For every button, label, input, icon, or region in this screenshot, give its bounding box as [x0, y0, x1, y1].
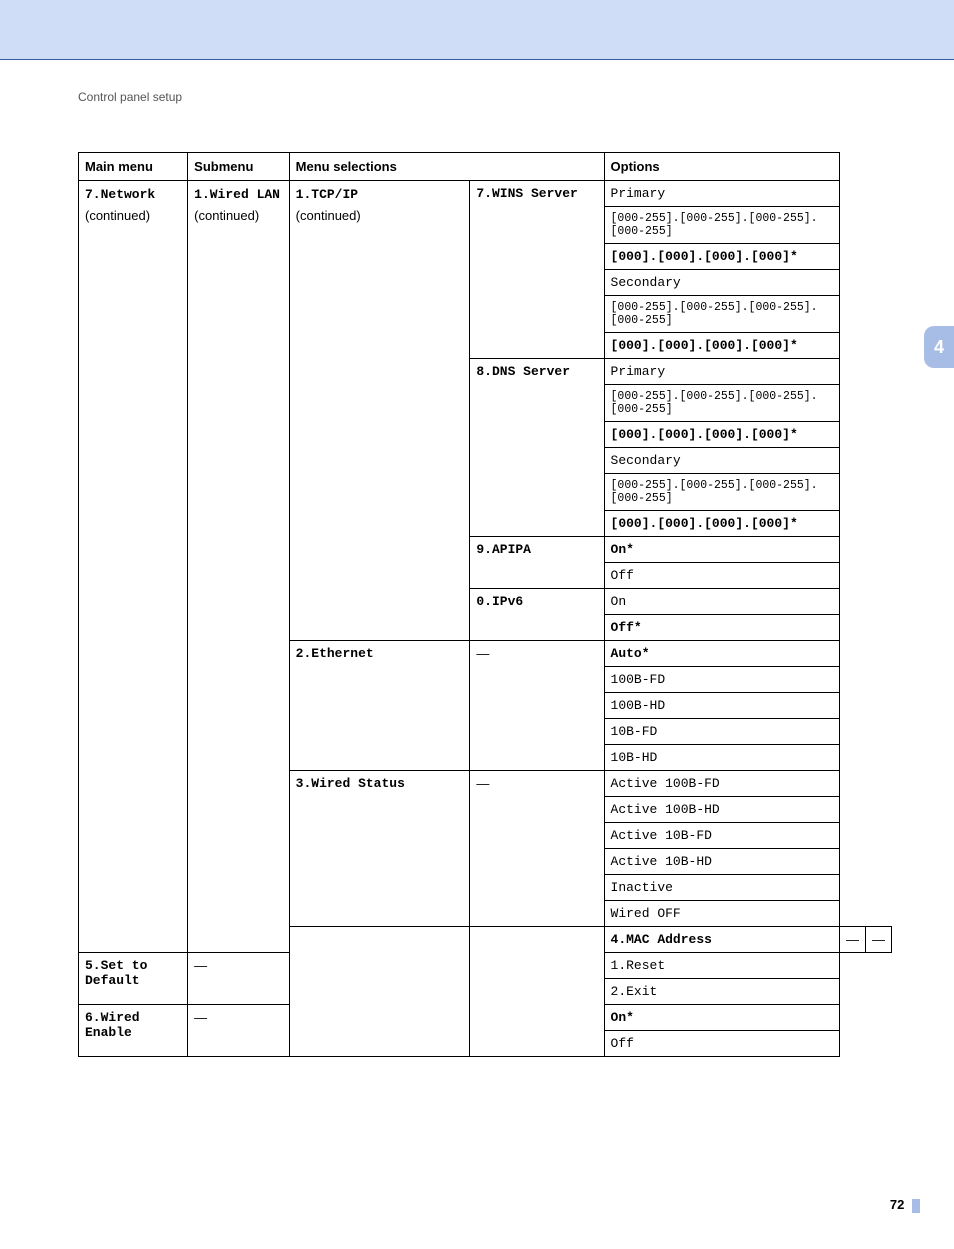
page-marker-icon [912, 1199, 920, 1213]
hidden-submenu-pad [470, 927, 604, 1057]
option-value: Wired OFF [604, 901, 839, 927]
option-value: Off [604, 563, 839, 589]
option-value: 100B-FD [604, 667, 839, 693]
option-value: [000-255].[000-255].[000-255].[000-255] [604, 474, 839, 511]
th-submenu: Submenu [188, 153, 290, 181]
option-value: [000].[000].[000].[000]* [604, 422, 839, 448]
tcpip-title: 1.TCP/IP [296, 187, 358, 202]
th-main-menu: Main menu [79, 153, 188, 181]
option-value: 10B-FD [604, 719, 839, 745]
wins-label: 7.WINS Server [470, 181, 604, 359]
option-value: On* [604, 537, 839, 563]
hidden-mainmenu-pad [289, 927, 470, 1057]
set-default-label: 5.Set to Default [79, 953, 188, 1005]
ethernet-label: 2.Ethernet [289, 641, 470, 771]
option-value: [000].[000].[000].[000]* [604, 244, 839, 270]
page-number-text: 72 [890, 1197, 904, 1212]
option-value: [000-255].[000-255].[000-255].[000-255] [604, 385, 839, 422]
option-value: Primary [604, 181, 839, 207]
option-value: [000].[000].[000].[000]* [604, 333, 839, 359]
dns-label: 8.DNS Server [470, 359, 604, 537]
tcpip-continued: (continued) [296, 202, 464, 223]
dash-cell: — [470, 641, 604, 771]
option-value: [000].[000].[000].[000]* [604, 511, 839, 537]
option-value: 100B-HD [604, 693, 839, 719]
table-header-row: Main menu Submenu Menu selections Option… [79, 153, 892, 181]
option-value: Inactive [604, 875, 839, 901]
option-value: Off [604, 1031, 839, 1057]
chapter-tab: 4 [924, 326, 954, 368]
top-banner [0, 0, 954, 60]
apipa-label: 9.APIPA [470, 537, 604, 589]
option-value: Primary [604, 359, 839, 385]
page-number: 72 [890, 1197, 920, 1213]
option-value: Off* [604, 615, 839, 641]
option-value: 1.Reset [604, 953, 839, 979]
option-value: On* [604, 1005, 839, 1031]
table-row: 7.Network (continued) 1.Wired LAN (conti… [79, 181, 892, 207]
submenu-title: 1.Wired LAN [194, 187, 280, 202]
option-value: [000-255].[000-255].[000-255].[000-255] [604, 207, 839, 244]
dash-cell: — [188, 953, 290, 1005]
option-value: [000-255].[000-255].[000-255].[000-255] [604, 296, 839, 333]
option-value: Active 100B-HD [604, 797, 839, 823]
option-value: Secondary [604, 270, 839, 296]
option-value: Secondary [604, 448, 839, 474]
main-menu-cell: 7.Network (continued) [79, 181, 188, 953]
page-footer: 72 [0, 1197, 954, 1249]
option-value: Active 10B-FD [604, 823, 839, 849]
dash-cell: — [470, 771, 604, 927]
option-value: 10B-HD [604, 745, 839, 771]
option-value: Active 100B-FD [604, 771, 839, 797]
submenu-continued: (continued) [194, 202, 283, 223]
page-body: 4 Control panel setup Main menu Submenu … [0, 60, 954, 1057]
option-value: Active 10B-HD [604, 849, 839, 875]
main-menu-title: 7.Network [85, 187, 155, 202]
option-value: 2.Exit [604, 979, 839, 1005]
ipv6-label: 0.IPv6 [470, 589, 604, 641]
option-value: On [604, 589, 839, 615]
option-value: Auto* [604, 641, 839, 667]
dash-cell: — [840, 927, 866, 953]
submenu-cell: 1.Wired LAN (continued) [188, 181, 290, 953]
wired-status-label: 3.Wired Status [289, 771, 470, 927]
option-value: — [866, 927, 892, 953]
menu-table: Main menu Submenu Menu selections Option… [78, 152, 892, 1057]
tcpip-cell: 1.TCP/IP (continued) [289, 181, 470, 641]
breadcrumb: Control panel setup [78, 90, 900, 104]
main-menu-continued: (continued) [85, 202, 181, 223]
mac-label: 4.MAC Address [604, 927, 839, 953]
th-menu-selections: Menu selections [289, 153, 604, 181]
th-options: Options [604, 153, 839, 181]
wired-enable-label: 6.Wired Enable [79, 1005, 188, 1057]
dash-cell: — [188, 1005, 290, 1057]
